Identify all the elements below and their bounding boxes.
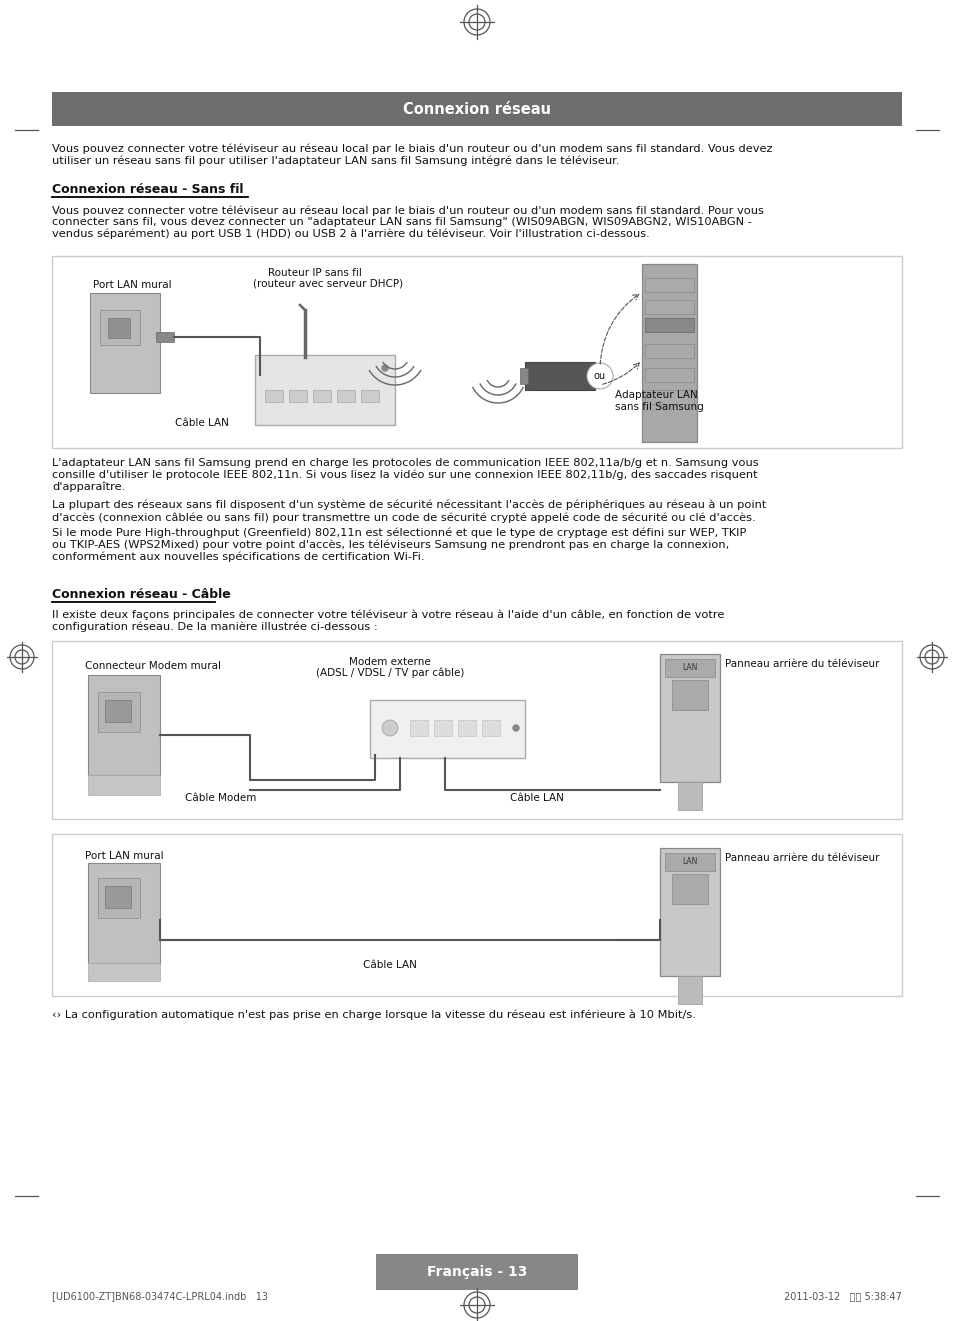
Text: LAN: LAN bbox=[681, 663, 697, 672]
Bar bbox=[659, 848, 720, 976]
Bar bbox=[410, 720, 428, 736]
Bar bbox=[313, 390, 331, 402]
Circle shape bbox=[513, 725, 518, 731]
Bar bbox=[678, 782, 701, 810]
Text: Panneau arrière du téléviseur: Panneau arrière du téléviseur bbox=[724, 853, 879, 863]
Bar bbox=[644, 390, 693, 404]
Bar bbox=[105, 700, 131, 723]
Bar bbox=[265, 390, 283, 402]
Bar bbox=[105, 886, 131, 908]
Text: Câble LAN: Câble LAN bbox=[174, 417, 229, 428]
Text: Port LAN mural: Port LAN mural bbox=[85, 851, 164, 861]
Bar bbox=[88, 963, 160, 982]
Text: Modem externe: Modem externe bbox=[349, 657, 431, 667]
Bar bbox=[664, 659, 714, 676]
Bar bbox=[644, 277, 693, 292]
Circle shape bbox=[381, 720, 397, 736]
Text: 2011-03-12   오후 5:38:47: 2011-03-12 오후 5:38:47 bbox=[783, 1291, 901, 1301]
Text: Câble LAN: Câble LAN bbox=[510, 793, 563, 803]
Text: La plupart des réseaux sans fil disposent d'un système de sécurité nécessitant l: La plupart des réseaux sans fil disposen… bbox=[52, 501, 765, 523]
Text: Routeur IP sans fil: Routeur IP sans fil bbox=[268, 268, 361, 277]
Text: Il existe deux façons principales de connecter votre téléviseur à votre réseau à: Il existe deux façons principales de con… bbox=[52, 609, 723, 631]
Text: LAN: LAN bbox=[681, 857, 697, 867]
Bar bbox=[52, 92, 901, 125]
Bar bbox=[644, 369, 693, 382]
Bar bbox=[52, 641, 901, 819]
Circle shape bbox=[381, 365, 388, 371]
Bar bbox=[671, 680, 707, 709]
Text: Connecteur Modem mural: Connecteur Modem mural bbox=[85, 660, 221, 671]
Text: Câble Modem: Câble Modem bbox=[185, 793, 256, 803]
Bar bbox=[671, 875, 707, 904]
Bar bbox=[375, 1254, 578, 1291]
Bar bbox=[370, 700, 524, 758]
Bar bbox=[659, 654, 720, 782]
Bar bbox=[90, 293, 160, 394]
Text: Si le mode Pure High-throughput (Greenfield) 802,11n est sélectionné et que le t: Si le mode Pure High-throughput (Greenfi… bbox=[52, 527, 745, 561]
Text: L'adaptateur LAN sans fil Samsung prend en charge les protocoles de communicatio: L'adaptateur LAN sans fil Samsung prend … bbox=[52, 458, 758, 493]
Bar bbox=[254, 355, 395, 425]
Bar bbox=[360, 390, 378, 402]
Bar bbox=[98, 878, 140, 918]
Bar bbox=[678, 976, 701, 1004]
Bar bbox=[644, 318, 693, 332]
Circle shape bbox=[586, 363, 613, 388]
Bar bbox=[52, 834, 901, 996]
Text: ‹› La configuration automatique n'est pas prise en charge lorsque la vitesse du : ‹› La configuration automatique n'est pa… bbox=[52, 1011, 695, 1021]
Text: Français - 13: Français - 13 bbox=[426, 1266, 527, 1279]
Text: Connexion réseau - Sans fil: Connexion réseau - Sans fil bbox=[52, 184, 243, 196]
Bar bbox=[88, 775, 160, 795]
Text: (ADSL / VDSL / TV par câble): (ADSL / VDSL / TV par câble) bbox=[315, 668, 464, 679]
Text: sans fil Samsung: sans fil Samsung bbox=[615, 402, 703, 412]
Bar bbox=[88, 675, 160, 775]
Bar bbox=[98, 692, 140, 732]
Text: Câble LAN: Câble LAN bbox=[363, 960, 416, 970]
Bar bbox=[641, 264, 697, 443]
Bar bbox=[434, 720, 452, 736]
Bar bbox=[524, 362, 595, 390]
Text: Vous pouvez connecter votre téléviseur au réseau local par le biais d'un routeur: Vous pouvez connecter votre téléviseur a… bbox=[52, 205, 763, 239]
Text: ou: ou bbox=[594, 371, 605, 380]
Text: Vous pouvez connecter votre téléviseur au réseau local par le biais d'un routeur: Vous pouvez connecter votre téléviseur a… bbox=[52, 143, 772, 165]
Bar bbox=[644, 300, 693, 314]
Bar bbox=[52, 256, 901, 448]
Text: Connexion réseau - Câble: Connexion réseau - Câble bbox=[52, 588, 231, 601]
Bar bbox=[336, 390, 355, 402]
Bar bbox=[457, 720, 476, 736]
Bar bbox=[108, 318, 130, 338]
Text: [UD6100-ZT]BN68-03474C-LPRL04.indb   13: [UD6100-ZT]BN68-03474C-LPRL04.indb 13 bbox=[52, 1291, 268, 1301]
Bar bbox=[100, 310, 140, 345]
Bar bbox=[481, 720, 499, 736]
Bar bbox=[664, 853, 714, 871]
Bar bbox=[156, 332, 173, 342]
Text: (routeur avec serveur DHCP): (routeur avec serveur DHCP) bbox=[253, 279, 403, 289]
Text: Panneau arrière du téléviseur: Panneau arrière du téléviseur bbox=[724, 659, 879, 668]
Text: Port LAN mural: Port LAN mural bbox=[92, 280, 172, 291]
Text: Adaptateur LAN: Adaptateur LAN bbox=[615, 390, 697, 400]
Bar bbox=[289, 390, 307, 402]
Bar bbox=[88, 863, 160, 963]
Text: Connexion réseau: Connexion réseau bbox=[402, 102, 551, 116]
Bar bbox=[644, 343, 693, 358]
Bar bbox=[519, 369, 527, 384]
